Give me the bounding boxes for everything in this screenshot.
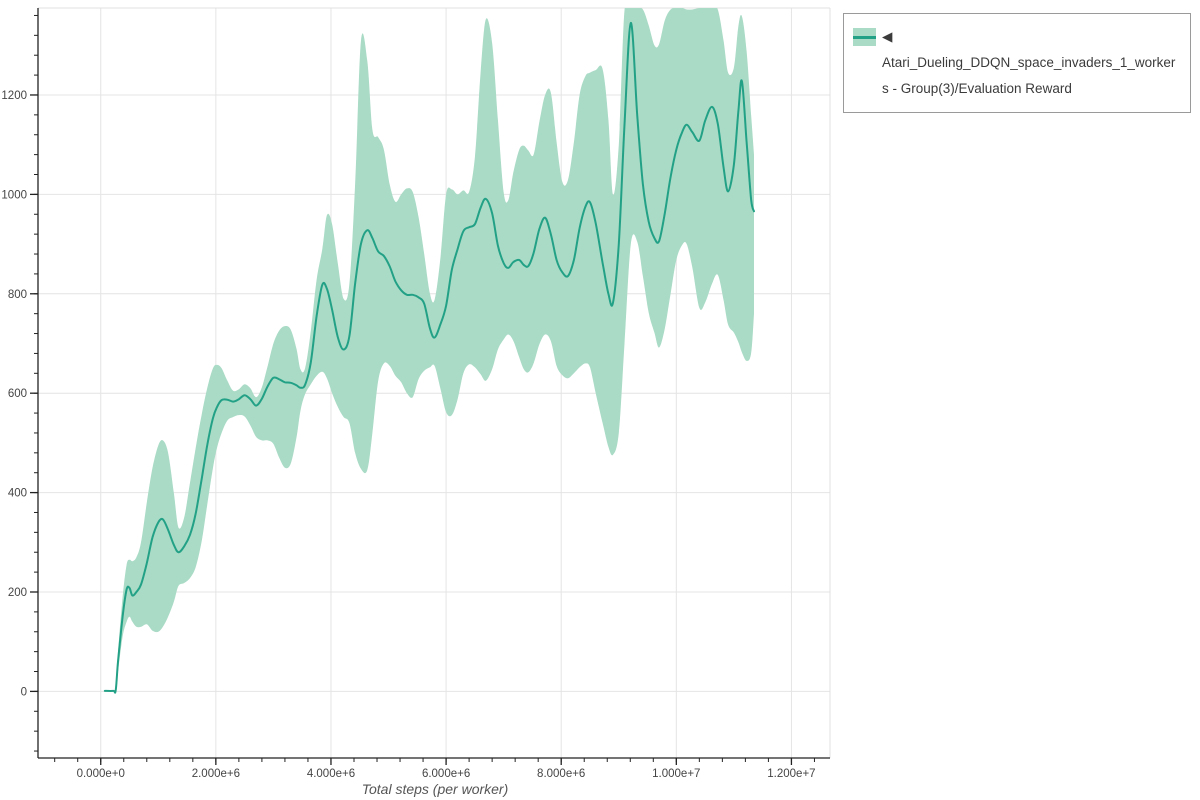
x-tick-label: 0.000e+0	[77, 768, 125, 780]
y-tick-label: 0	[21, 686, 27, 698]
y-tick-label: 400	[8, 488, 27, 500]
y-tick-label: 1000	[1, 189, 27, 201]
y-tick-label: 800	[8, 289, 27, 301]
series-mean-line	[103, 21, 755, 694]
series-line-icon	[853, 36, 876, 39]
x-axis-title: Total steps (per worker)	[361, 781, 509, 797]
x-tick-label: 1.200e+7	[767, 768, 815, 780]
legend: ◀ Atari_Dueling_DDQN_space_invaders_1_wo…	[843, 13, 1191, 113]
legend-series-label: ◀ Atari_Dueling_DDQN_space_invaders_1_wo…	[882, 29, 1176, 96]
series-swatch-icon	[853, 28, 876, 46]
y-tick-label: 1200	[1, 90, 27, 102]
x-tick-label: 4.000e+6	[307, 768, 355, 780]
x-tick-label: 8.000e+6	[537, 768, 585, 780]
series-minmax-band	[104, 8, 754, 694]
x-tick-label: 6.000e+6	[422, 768, 470, 780]
y-tick-label: 600	[8, 388, 27, 400]
y-tick-label: 200	[8, 587, 27, 599]
legend-item[interactable]: ◀ Atari_Dueling_DDQN_space_invaders_1_wo…	[853, 24, 1181, 102]
x-tick-label: 2.000e+6	[192, 768, 240, 780]
x-tick-label: 1.000e+7	[652, 768, 700, 780]
